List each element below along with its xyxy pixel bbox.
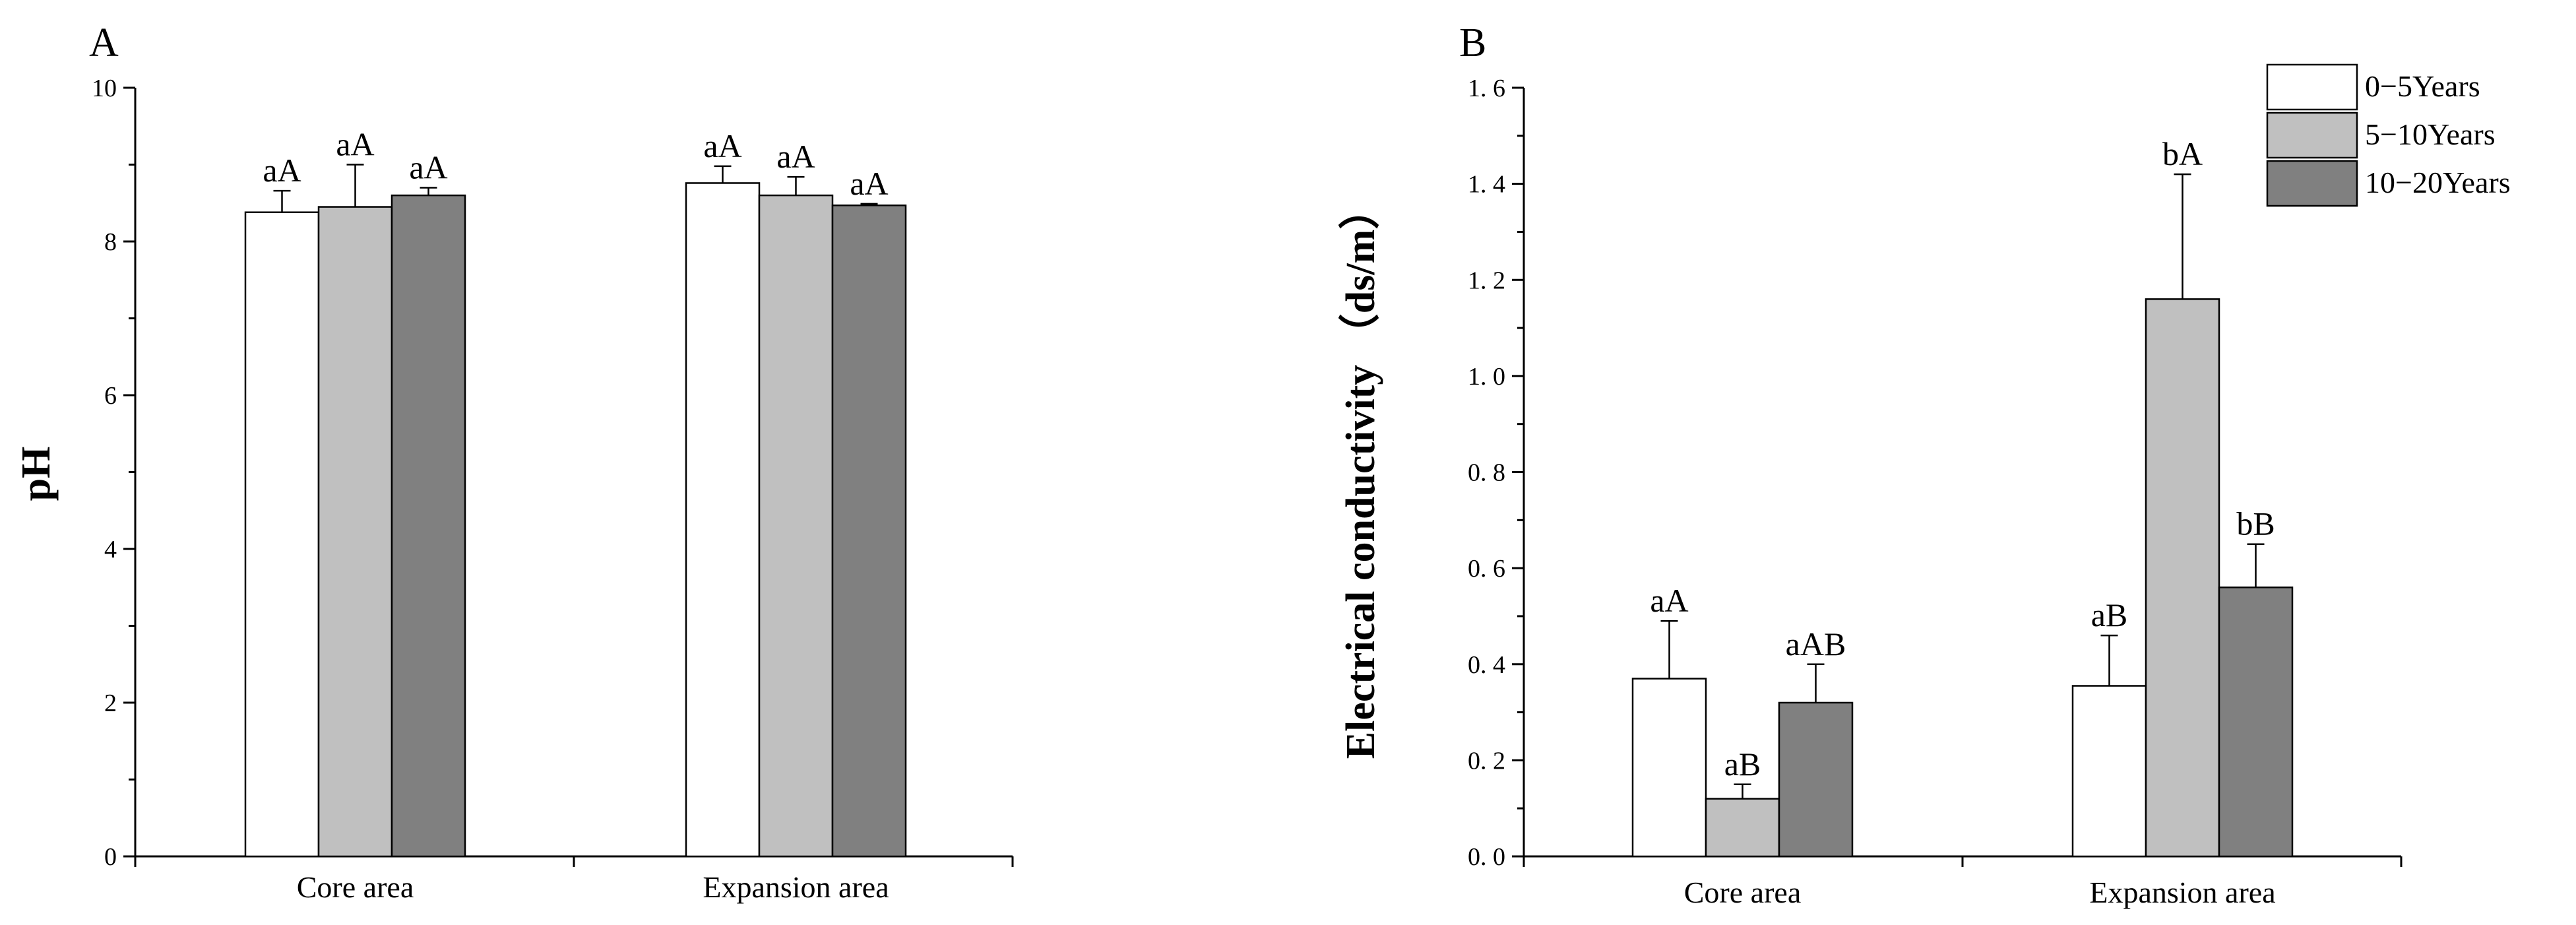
category-label: Expansion area bbox=[2089, 876, 2275, 909]
chart-panel-a: ApH 0 2 4 6 8 10 Core area aA aA aA Expansion area a… bbox=[14, 20, 1014, 904]
y-tick-label: 8 bbox=[104, 228, 117, 256]
bar bbox=[2218, 587, 2294, 858]
y-tick-label: 1. 4 bbox=[1468, 171, 1505, 199]
significance-label: aB bbox=[1724, 746, 1761, 782]
bar bbox=[391, 194, 466, 858]
y-tick-label: 0. 4 bbox=[1468, 651, 1505, 679]
chart-panel-b: B Electrical conductivity （ds/m） 0. 0 0. 2 0… bbox=[1337, 20, 2511, 909]
legend-label: 5−10Years bbox=[2365, 117, 2496, 151]
bar bbox=[1631, 678, 1707, 858]
bar bbox=[2071, 685, 2147, 858]
significance-label: aA bbox=[850, 165, 888, 202]
bar bbox=[1778, 701, 1854, 858]
bar bbox=[685, 182, 761, 858]
y-tick-label: 10 bbox=[92, 75, 117, 102]
significance-label: aA bbox=[776, 138, 815, 175]
y-tick-label: 6 bbox=[104, 382, 117, 410]
y-tick-label: 0 bbox=[104, 843, 117, 871]
legend-label: 0−5Years bbox=[2365, 69, 2480, 103]
bar bbox=[2145, 298, 2220, 858]
bar bbox=[317, 206, 393, 858]
significance-label: aA bbox=[1650, 582, 1688, 619]
bar bbox=[831, 204, 907, 858]
category-label: Expansion area bbox=[703, 870, 889, 904]
significance-label: aA bbox=[409, 148, 447, 185]
significance-label: aA bbox=[336, 126, 374, 163]
y-tick-label: 4 bbox=[104, 536, 117, 563]
legend-swatch bbox=[2266, 112, 2358, 159]
y-tick-label: 0. 0 bbox=[1468, 843, 1505, 871]
y-axis-label: Electrical conductivity （ds/m） bbox=[1337, 189, 1383, 759]
y-tick-label: 1. 2 bbox=[1468, 267, 1505, 294]
significance-label: aA bbox=[703, 127, 741, 164]
bar bbox=[758, 194, 834, 858]
y-tick-label: 1. 6 bbox=[1468, 75, 1505, 102]
y-tick-label: 1. 0 bbox=[1468, 363, 1505, 391]
legend-swatch bbox=[2266, 160, 2358, 207]
significance-label: bB bbox=[2236, 505, 2275, 542]
y-tick-label: 0. 2 bbox=[1468, 747, 1505, 775]
y-axis-label: pH bbox=[14, 447, 59, 501]
panel-label: A bbox=[89, 20, 119, 65]
panel-label: B bbox=[1459, 20, 1486, 65]
bar bbox=[244, 211, 320, 858]
significance-label: aA bbox=[263, 152, 301, 189]
y-tick-label: 0. 8 bbox=[1468, 459, 1505, 487]
category-label: Core area bbox=[1684, 876, 1802, 909]
significance-label: aB bbox=[2091, 596, 2128, 633]
y-tick-label: 0. 6 bbox=[1468, 555, 1505, 583]
significance-label: aAB bbox=[1786, 625, 1846, 662]
category-label: Core area bbox=[297, 870, 414, 904]
bar bbox=[1705, 798, 1780, 858]
legend-label: 10−20Years bbox=[2365, 166, 2511, 199]
legend-swatch bbox=[2266, 63, 2358, 111]
y-tick-label: 2 bbox=[104, 689, 117, 717]
significance-label: bA bbox=[2162, 135, 2203, 172]
